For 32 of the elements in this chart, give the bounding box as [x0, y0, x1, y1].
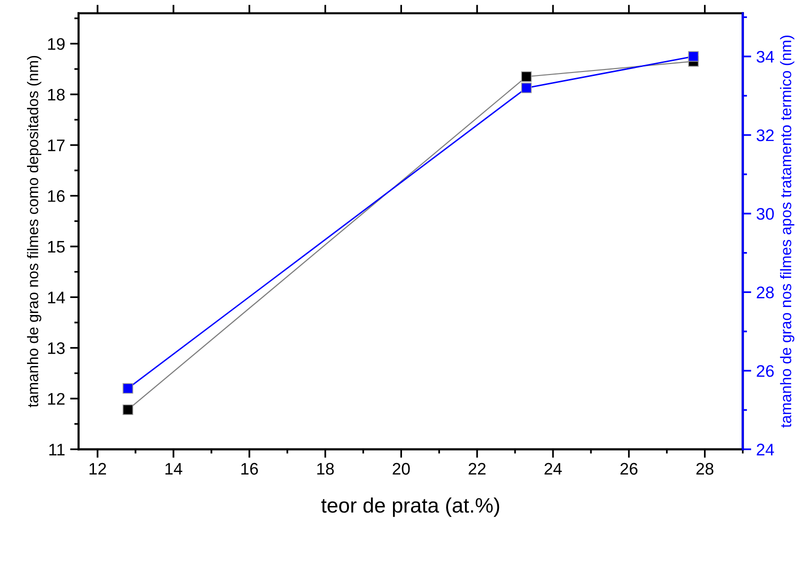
y-tick-label: 15 — [48, 241, 65, 253]
x-tick-label: 24 — [544, 462, 562, 475]
y-tick-label: 17 — [48, 140, 65, 152]
x-tick-label: 18 — [317, 462, 334, 475]
y-tick-label: 16 — [48, 190, 65, 202]
point — [122, 404, 134, 416]
y-tick-label: 14 — [48, 292, 65, 304]
x-tick-label: 26 — [620, 462, 638, 475]
y-tick-label: 13 — [48, 342, 65, 354]
y2-axis-title: tamanho de grao nos filmes apos tratamento termico (nm) — [780, 36, 794, 428]
point — [521, 71, 532, 82]
y-tick-label: 19 — [48, 38, 65, 50]
x-tick-label: 20 — [392, 462, 410, 475]
x-tick-label: 22 — [468, 462, 486, 475]
point — [521, 82, 532, 94]
y-tick-label: 11 — [49, 444, 65, 456]
x-tick-label: 12 — [90, 462, 106, 475]
point — [122, 383, 134, 394]
x-tick-label: 28 — [696, 462, 714, 475]
x-tick-label: 14 — [165, 463, 182, 475]
y2-tick-label: 26 — [756, 365, 774, 377]
x-axis-title: teor de prata (at.%) — [321, 497, 500, 517]
x-tick-label: 16 — [241, 462, 258, 475]
y-tick-label: 12 — [48, 392, 65, 405]
y-tick-label: 18 — [48, 88, 65, 101]
y2-tick-label: 32 — [756, 129, 774, 142]
y2-tick-label: 34 — [756, 50, 774, 63]
point — [688, 51, 699, 62]
y2-tick-label: 30 — [756, 208, 774, 220]
y2-tick-label: 24 — [756, 444, 774, 456]
y-axis-title: tamanho de grao nos filmes como depositados (nm) — [27, 56, 42, 408]
y2-tick-label: 28 — [756, 286, 774, 298]
